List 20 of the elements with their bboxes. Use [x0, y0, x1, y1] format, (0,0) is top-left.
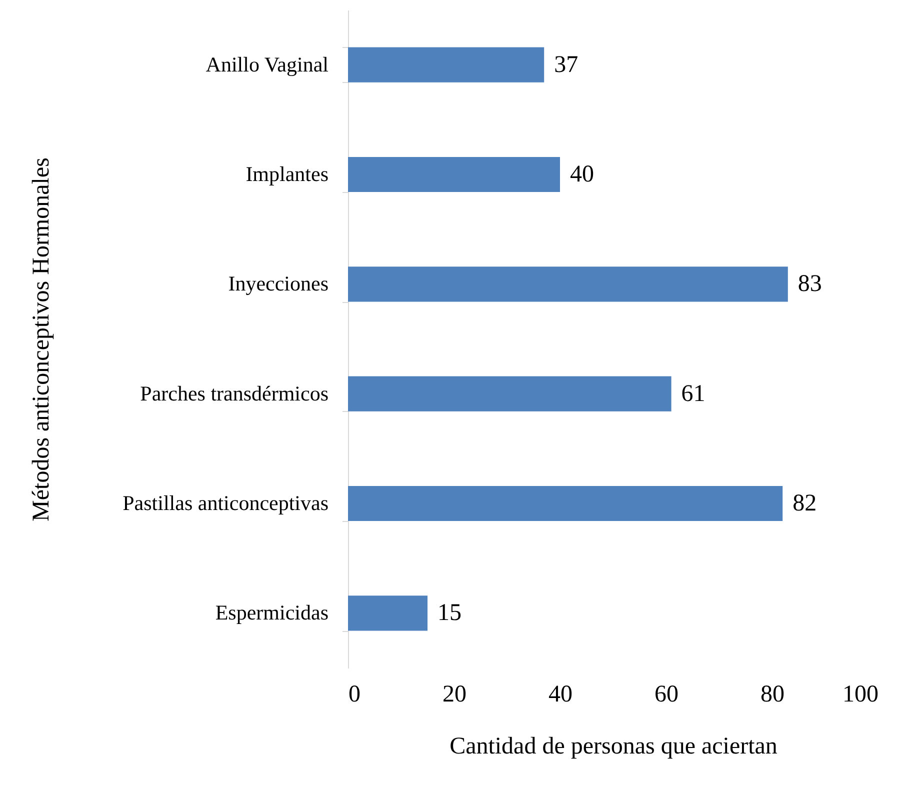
- data-label: 83: [798, 271, 822, 298]
- x-tick-label: 60: [654, 682, 678, 708]
- data-label: 37: [554, 52, 578, 78]
- y-tick-label: Pastillas anticonceptivas: [122, 491, 328, 515]
- x-tick-label: 20: [442, 682, 466, 708]
- data-label: 61: [681, 380, 706, 407]
- y-tick-label: Parches transdérmicos: [140, 381, 328, 406]
- data-label: 82: [792, 490, 817, 516]
- y-tick-label: Espermicidas: [215, 600, 328, 625]
- y-tick-label: Anillo Vaginal: [206, 52, 329, 76]
- data-label: 15: [438, 600, 462, 626]
- y-tick-label: Inyecciones: [228, 272, 328, 296]
- data-label: 40: [570, 162, 594, 188]
- x-tick-label: 0: [348, 682, 360, 708]
- y-tick-label: Implantes: [246, 162, 328, 186]
- x-tick-label: 40: [548, 682, 572, 708]
- x-tick-label: 80: [760, 682, 784, 708]
- x-tick-label: 100: [842, 682, 878, 708]
- y-axis-title: Métodos anticonceptivos Hormonales: [28, 158, 54, 522]
- x-axis-title: Cantidad de personas que aciertan: [450, 734, 778, 760]
